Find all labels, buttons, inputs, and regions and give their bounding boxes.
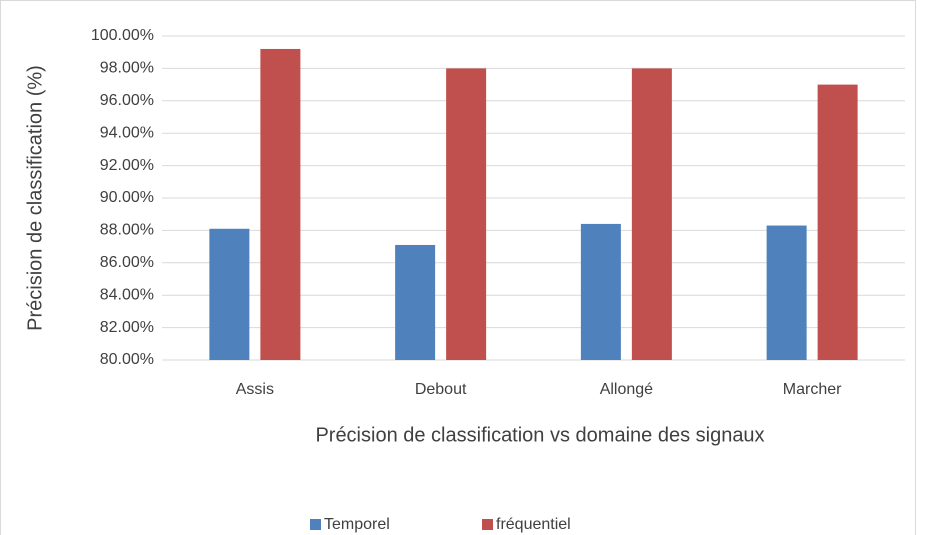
y-tick-label: 90.00% bbox=[100, 189, 154, 206]
y-tick-label: 96.00% bbox=[100, 92, 154, 109]
bar bbox=[395, 244, 436, 360]
x-tick-label: Allongé bbox=[600, 381, 653, 398]
y-tick-label: 88.00% bbox=[100, 222, 154, 239]
y-axis-title: Précision de classification (%) bbox=[24, 65, 46, 331]
x-tick-label: Marcher bbox=[783, 381, 842, 398]
x-axis-title: Précision de classification vs domaine d… bbox=[315, 424, 764, 446]
legend-label: Temporel bbox=[324, 516, 390, 533]
bar bbox=[260, 48, 301, 361]
y-tick-label: 94.00% bbox=[100, 124, 154, 141]
legend-label: fréquentiel bbox=[496, 516, 571, 533]
bar bbox=[817, 84, 858, 360]
y-tick-label: 80.00% bbox=[100, 351, 154, 368]
bar bbox=[631, 68, 672, 361]
x-tick-label: Assis bbox=[236, 381, 274, 398]
legend-swatch bbox=[482, 519, 493, 530]
y-tick-label: 98.00% bbox=[100, 60, 154, 77]
bar bbox=[209, 228, 250, 360]
bar bbox=[766, 225, 807, 360]
bar bbox=[580, 223, 621, 360]
y-tick-label: 100.00% bbox=[91, 27, 154, 44]
y-tick-label: 92.00% bbox=[100, 157, 154, 174]
y-tick-label: 82.00% bbox=[100, 319, 154, 336]
bar bbox=[446, 68, 487, 361]
legend-swatch bbox=[310, 519, 321, 530]
y-tick-label: 84.00% bbox=[100, 286, 154, 303]
y-tick-label: 86.00% bbox=[100, 254, 154, 271]
x-tick-label: Debout bbox=[415, 381, 467, 398]
